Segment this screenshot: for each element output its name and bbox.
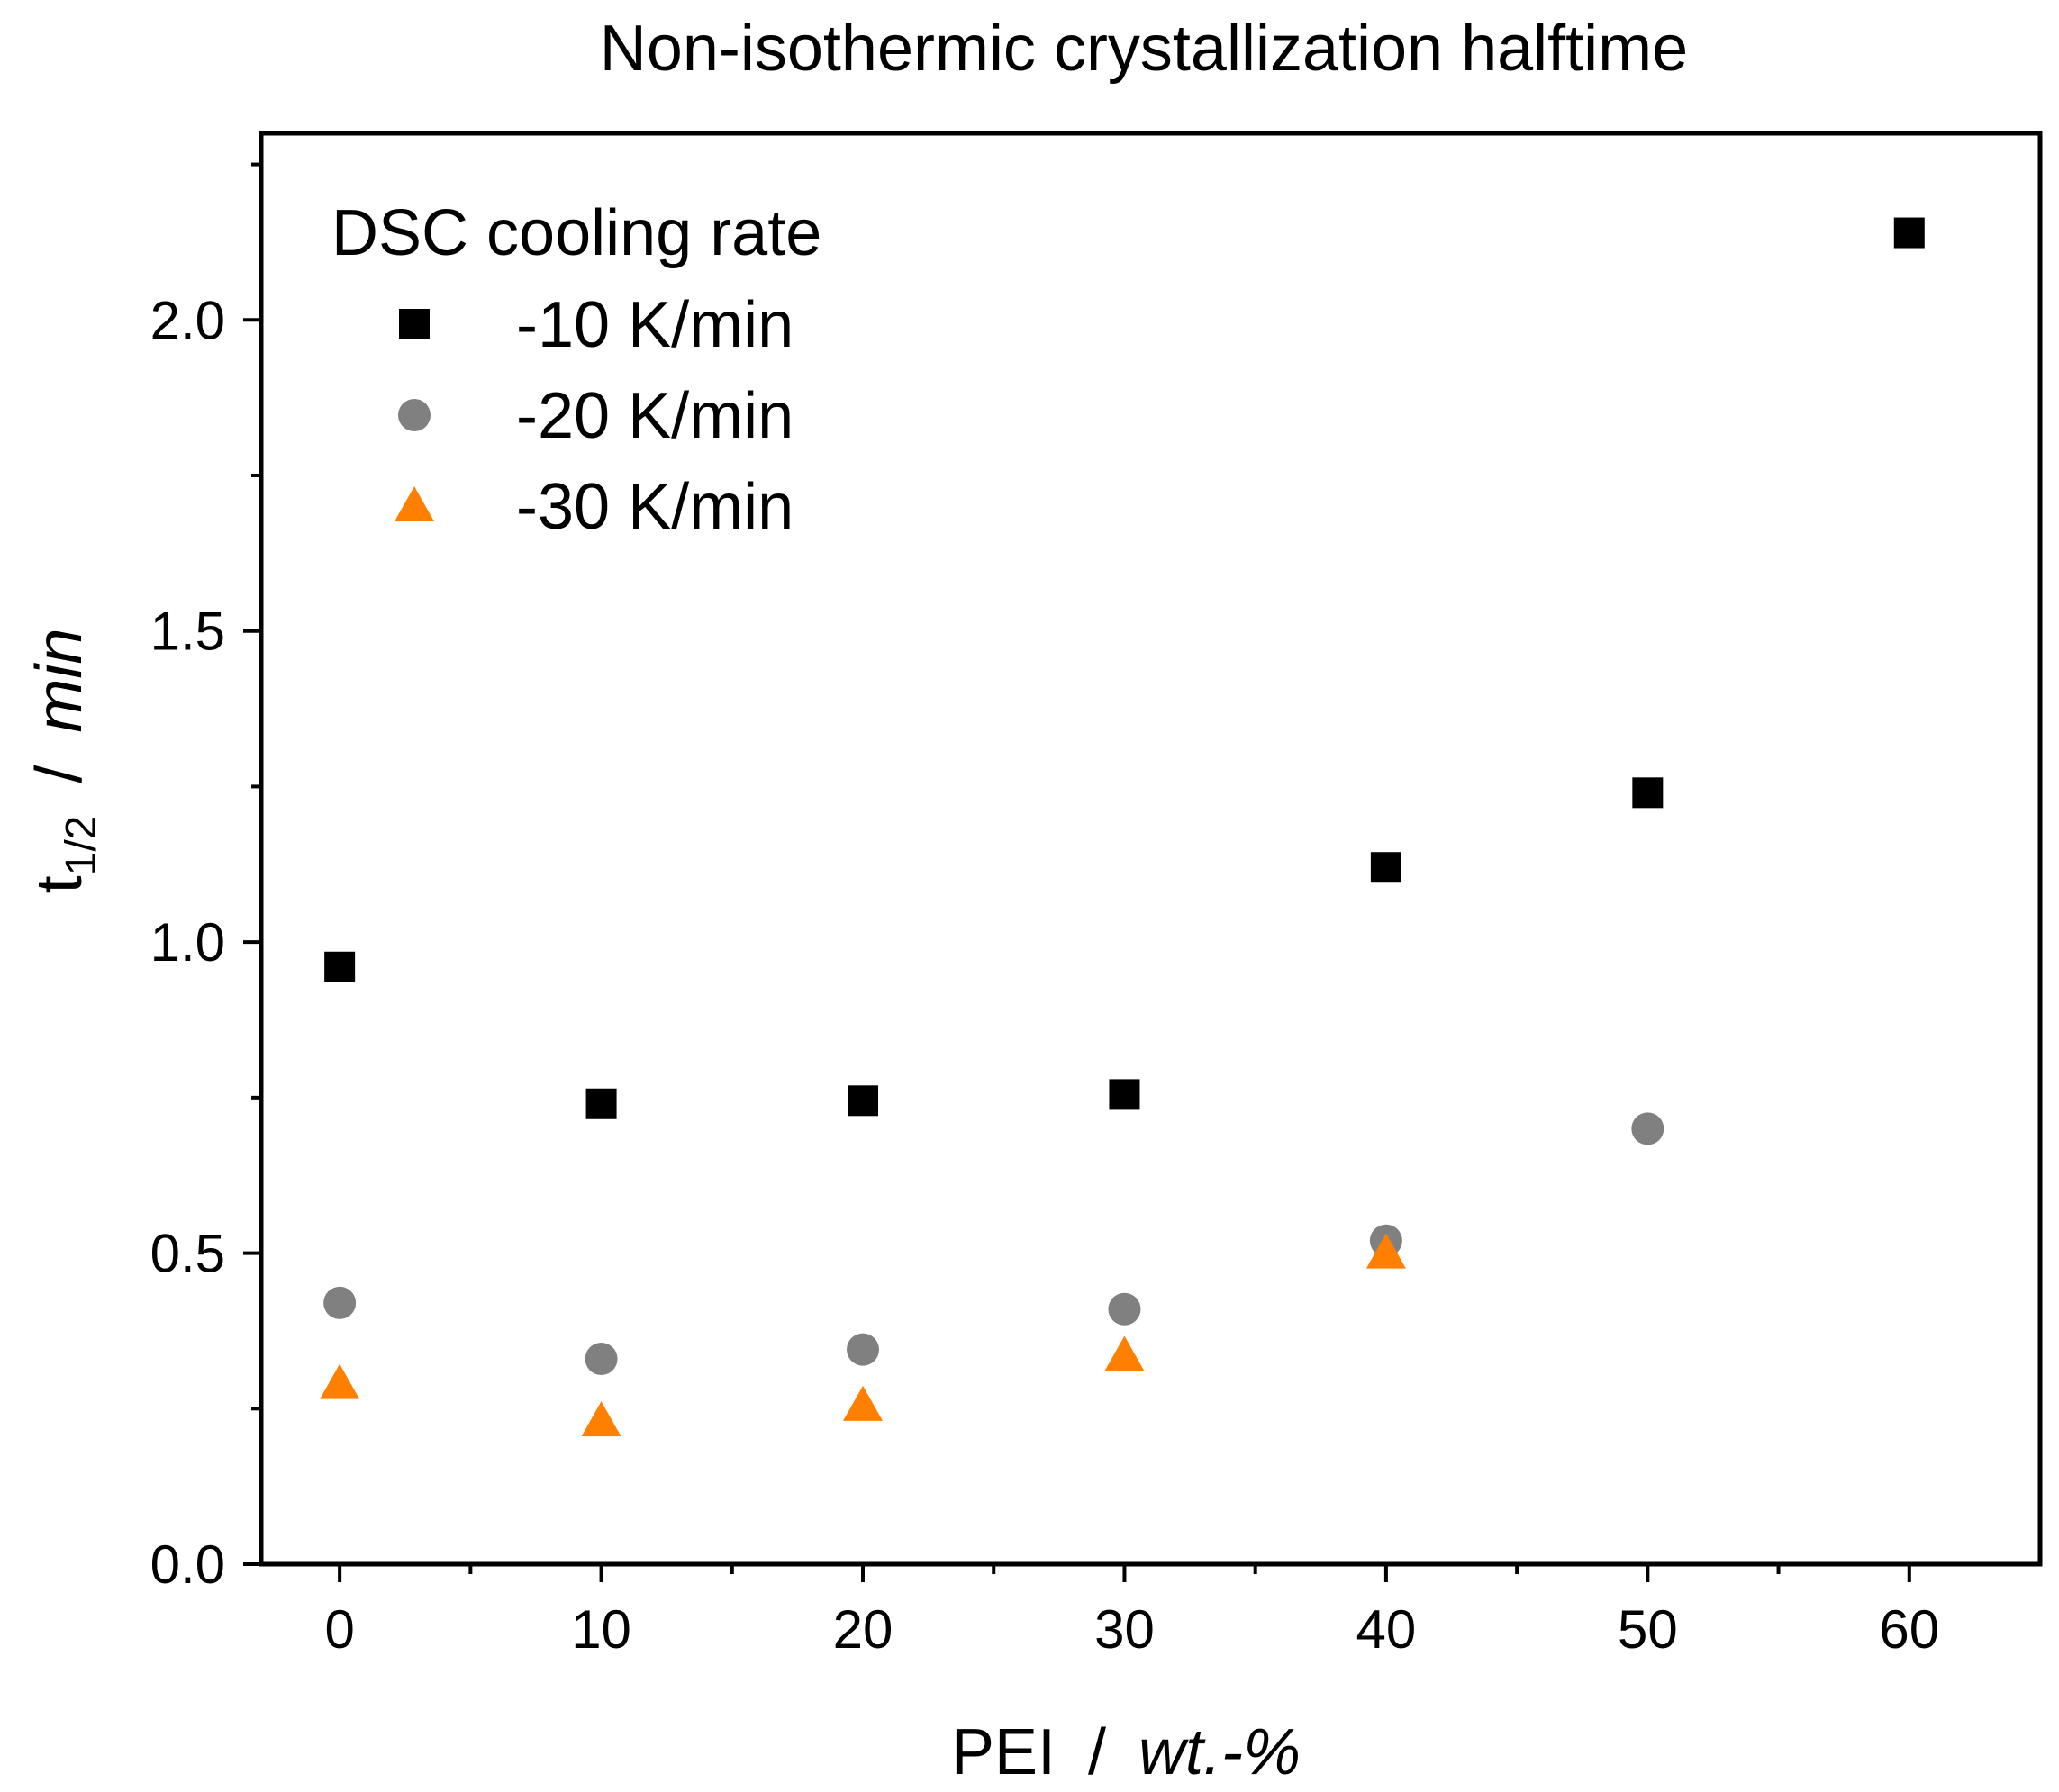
y-axis-label-subscript: 1/2 bbox=[58, 816, 105, 876]
data-point-square-point bbox=[1109, 1079, 1140, 1110]
data-point-circle-point bbox=[323, 1286, 357, 1319]
data-point-square-point bbox=[1370, 852, 1401, 883]
data-point-square-point bbox=[324, 951, 356, 982]
y-axis-label-symbol: t bbox=[23, 875, 95, 893]
x-tick-label: 10 bbox=[571, 1599, 631, 1660]
x-axis: 0 10 20 30 40 50 60 bbox=[324, 1564, 1939, 1660]
x-tick-label: 30 bbox=[1094, 1599, 1155, 1660]
x-tick-label: 50 bbox=[1618, 1599, 1678, 1660]
series-triangle bbox=[320, 1233, 1406, 1437]
chart-title: Non-isothermic crystallization halftime bbox=[600, 13, 1688, 85]
legend-title: DSC cooling rate bbox=[331, 197, 821, 269]
y-axis: 0.0 0.5 1.0 1.5 2.0 bbox=[150, 162, 261, 1595]
data-point-square-point bbox=[848, 1085, 879, 1117]
y-tick-label: 2.0 bbox=[150, 290, 225, 350]
x-axis-label-separator: / bbox=[1088, 1716, 1106, 1788]
x-tick-label: 60 bbox=[1879, 1599, 1939, 1660]
x-tick-label: 0 bbox=[324, 1599, 354, 1660]
y-tick-label: 0.0 bbox=[150, 1534, 225, 1595]
plot-frame bbox=[259, 131, 2043, 1567]
data-point-square-point bbox=[1893, 217, 1925, 249]
x-axis-label-text: PEI / wt.-% bbox=[951, 1716, 1301, 1788]
legend-marker-square bbox=[399, 309, 430, 339]
y-axis-label-text: t1/2 / min bbox=[23, 629, 105, 894]
y-tick-label: 1.5 bbox=[150, 602, 225, 662]
x-tick-label: 20 bbox=[833, 1599, 893, 1660]
y-tick-label: 1.0 bbox=[150, 912, 225, 973]
legend-label: -10 K/min bbox=[516, 289, 794, 361]
data-point-triangle-point bbox=[843, 1385, 884, 1421]
x-axis-label: PEI / wt.-% bbox=[951, 1716, 1301, 1788]
legend-marker-triangle bbox=[395, 486, 434, 521]
data-point-triangle-point bbox=[1365, 1233, 1406, 1269]
data-point-circle-point bbox=[585, 1343, 618, 1376]
series-square bbox=[324, 217, 1925, 1119]
y-axis-label-separator: / bbox=[23, 765, 95, 783]
series-layer bbox=[320, 217, 1925, 1437]
data-point-triangle-point bbox=[1104, 1335, 1145, 1371]
series-circle bbox=[323, 1112, 1664, 1376]
legend: DSC cooling rate -10 K/min -20 K/min -30 K… bbox=[331, 197, 821, 543]
data-point-circle-point bbox=[1631, 1112, 1664, 1145]
data-point-circle-point bbox=[847, 1333, 880, 1366]
x-axis-label-unit: wt.-% bbox=[1138, 1716, 1301, 1788]
y-tick-label: 0.5 bbox=[150, 1224, 225, 1284]
chart-title-group: Non-isothermic crystallization halftime bbox=[600, 13, 1688, 85]
legend-label: -30 K/min bbox=[516, 471, 794, 543]
legend-marker-circle bbox=[398, 399, 431, 431]
data-point-square-point bbox=[1632, 777, 1664, 809]
legend-entries: -10 K/min -20 K/min -30 K/min bbox=[395, 289, 794, 543]
data-point-square-point bbox=[585, 1088, 617, 1119]
x-tick-label: 40 bbox=[1356, 1599, 1417, 1660]
y-axis-label: t1/2 / min bbox=[23, 629, 105, 894]
data-point-circle-point bbox=[1108, 1292, 1141, 1326]
data-point-triangle-point bbox=[581, 1401, 621, 1437]
legend-label: -20 K/min bbox=[516, 380, 794, 452]
x-axis-label-name: PEI bbox=[951, 1716, 1056, 1788]
y-axis-label-unit: min bbox=[23, 629, 95, 733]
data-point-triangle-point bbox=[320, 1363, 360, 1399]
